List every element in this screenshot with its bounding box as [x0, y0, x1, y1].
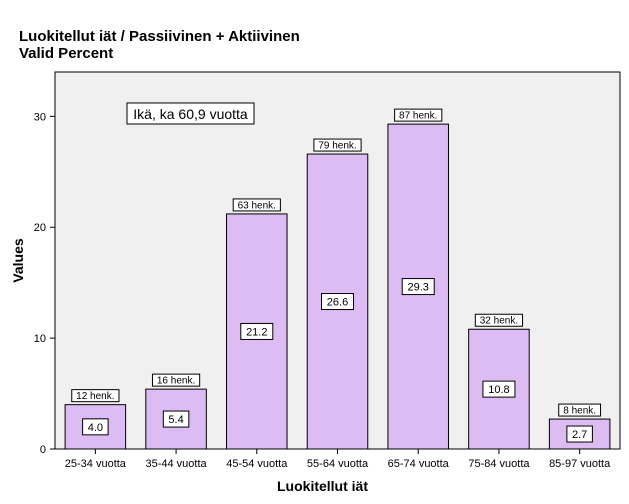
x-tick-label: 45-54 vuotta — [226, 458, 288, 470]
value-label-box — [482, 380, 516, 398]
count-label: 8 henk. — [563, 406, 596, 417]
bars: 4.0 12 henk. 5.4 16 henk. 21.2 63 henk. 26.6 79… — [64, 108, 611, 450]
bar-group: 26.6 79 henk. — [306, 138, 369, 450]
value-label-box — [401, 278, 435, 296]
count-label-box — [151, 373, 201, 387]
y-tick-label: 30 — [34, 111, 46, 123]
count-label: 63 henk. — [238, 200, 276, 211]
count-label: 32 henk. — [480, 316, 518, 327]
value-label-box — [321, 293, 354, 311]
value-label: 29.3 — [408, 282, 429, 294]
y-tick-label: 20 — [34, 222, 46, 234]
bar-group: 21.2 63 henk. — [226, 198, 288, 450]
chart-subtitle: Valid Percent — [19, 45, 114, 62]
count-label-box — [474, 313, 524, 327]
mean-age-annotation: Ikä, ka 60,9 vuotta — [126, 102, 255, 125]
value-label: 26.6 — [327, 297, 348, 309]
x-tick-label: 25-34 vuotta — [65, 458, 127, 470]
y-tick-label: 10 — [34, 333, 46, 345]
x-tick-label: 75-84 vuotta — [468, 458, 530, 470]
x-tick-label: 55-64 vuotta — [307, 458, 369, 470]
bar-group: 4.0 12 henk. — [64, 389, 127, 450]
count-label-box — [558, 403, 602, 417]
bar-group: 2.7 8 henk. — [548, 403, 611, 450]
count-label-box — [232, 198, 281, 212]
x-tick-label: 65-74 vuotta — [388, 458, 450, 470]
value-label: 5.4 — [168, 414, 183, 426]
value-label: 4.0 — [88, 422, 103, 434]
value-label: 21.2 — [246, 326, 267, 338]
count-label: 87 henk. — [399, 111, 437, 122]
x-tick-label: 85-97 vuotta — [549, 458, 611, 470]
count-label: 12 henk. — [76, 391, 114, 402]
y-tick-label: 0 — [40, 444, 46, 456]
y-axis-title: Values — [10, 238, 26, 283]
value-label-box — [162, 410, 190, 428]
count-label: 16 henk. — [157, 376, 195, 387]
bar-group: 29.3 87 henk. — [387, 108, 449, 450]
x-tick-label: 35-44 vuotta — [145, 458, 207, 470]
y-axis: 0 10 20 30 — [34, 111, 55, 456]
count-label: 79 henk. — [318, 141, 356, 152]
value-label-box — [566, 425, 593, 443]
bar-group: 10.8 32 henk. — [468, 313, 530, 450]
annotation-box — [126, 102, 255, 125]
value-label-box — [240, 322, 274, 340]
count-label-box — [313, 138, 362, 152]
chart-title-line1: Luokitellut iät / Passiivinen + Aktiivin… — [19, 28, 300, 45]
count-label-box — [394, 108, 443, 122]
count-label-box — [71, 389, 120, 403]
x-axis-title: Luokitellut iät — [277, 478, 368, 494]
annotation-text: Ikä, ka 60,9 vuotta — [133, 106, 248, 122]
x-axis: 25-34 vuotta 35-44 vuotta 45-54 vuotta 55-6… — [65, 449, 611, 470]
chart-title: Luokitellut iät / Passiivinen + Aktiivin… — [19, 28, 300, 62]
value-label-box — [82, 418, 109, 436]
value-label: 2.7 — [572, 429, 587, 441]
bar-group: 5.4 16 henk. — [145, 373, 207, 450]
value-label: 10.8 — [488, 384, 509, 396]
